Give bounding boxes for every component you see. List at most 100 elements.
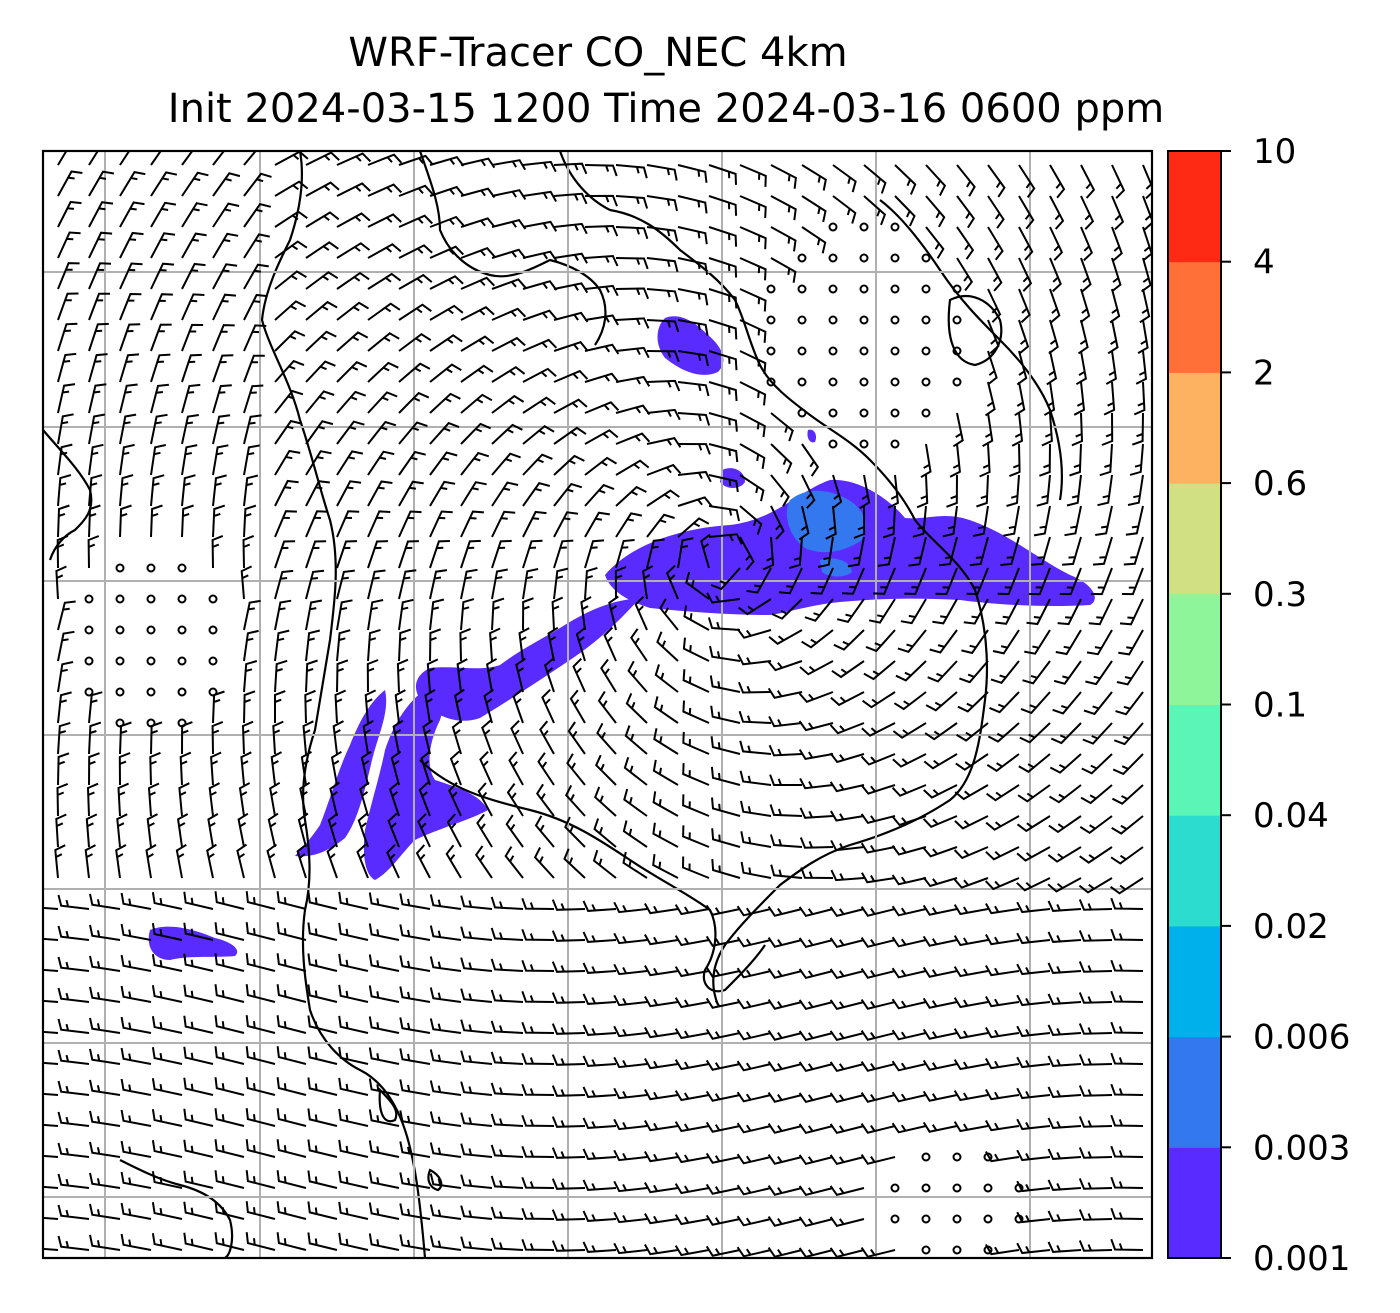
wind-barb <box>357 812 369 848</box>
wind-barb <box>593 818 617 848</box>
wind-barb <box>987 226 1004 261</box>
core-northeast <box>786 490 866 553</box>
wind-barb <box>116 813 128 848</box>
wind-barb <box>336 301 370 321</box>
wind-barb <box>429 480 456 507</box>
wind-barb <box>211 534 224 569</box>
calm-marker <box>921 284 931 294</box>
wind-barb <box>243 504 257 538</box>
calm-marker <box>890 284 900 294</box>
wind-barb <box>305 450 332 476</box>
wind-barb <box>245 922 276 941</box>
colorbar-swatch <box>1168 372 1221 484</box>
wind-barb <box>771 598 803 620</box>
wind-barb <box>272 720 284 755</box>
wind-barb <box>183 1108 214 1127</box>
wind-barb <box>243 233 270 259</box>
wind-barb <box>863 164 887 194</box>
wind-barb <box>206 843 217 879</box>
wind-barb <box>861 872 896 884</box>
wind-barb <box>705 904 741 916</box>
wind-barb <box>613 963 648 976</box>
wind-barb <box>336 569 355 600</box>
wind-barb <box>120 1202 152 1220</box>
wind-barb <box>987 257 1003 292</box>
wind-barb <box>359 781 370 817</box>
wind-barb <box>307 891 338 910</box>
wind-barb <box>43 1185 59 1189</box>
wind-barb <box>89 1234 121 1251</box>
wind-barb <box>1080 226 1093 262</box>
wind-barb <box>737 654 772 666</box>
wind-barb <box>623 788 648 817</box>
wind-barb <box>644 1089 679 1101</box>
wind-barb <box>367 480 393 507</box>
wind-barb <box>860 1092 896 1103</box>
wind-barb <box>738 598 772 616</box>
wind-barb <box>398 421 428 445</box>
wind-barb <box>460 926 493 941</box>
wind-barb <box>985 1120 1020 1132</box>
wind-barb <box>274 240 308 259</box>
wind-barb <box>954 815 989 830</box>
wind-barb <box>923 784 958 799</box>
wind-barb <box>1113 722 1144 746</box>
calm-marker <box>828 377 838 387</box>
wind-barb <box>276 984 307 1003</box>
wind-barb <box>429 421 460 445</box>
wind-barb <box>1092 536 1113 566</box>
wind-barb <box>245 953 276 972</box>
calm-marker <box>859 222 869 232</box>
wind-barb <box>120 1140 152 1158</box>
wind-barb <box>336 599 353 631</box>
colorbar-swatch <box>1168 483 1221 595</box>
wind-barb <box>770 164 797 189</box>
wind-barb <box>836 598 865 624</box>
wind-barb <box>1110 1021 1144 1034</box>
wind-barb <box>767 999 803 1010</box>
wind-barb <box>1110 897 1144 910</box>
wind-barb <box>613 1025 648 1038</box>
wind-barb <box>57 151 68 166</box>
wind-barb <box>634 595 648 631</box>
wind-barb <box>682 700 710 724</box>
wind-barb <box>119 323 141 352</box>
wind-barb <box>522 280 558 291</box>
wind-barb <box>1048 784 1082 804</box>
wind-barb <box>955 753 989 771</box>
calm-marker <box>208 594 218 604</box>
wind-barb <box>398 303 432 321</box>
wind-barb <box>460 305 495 321</box>
wind-barb <box>388 781 400 817</box>
wind-barb <box>925 226 945 259</box>
wind-barb <box>88 721 102 755</box>
wind-barb <box>582 1024 617 1036</box>
wind-barb <box>1022 660 1051 685</box>
wind-barb <box>183 953 214 972</box>
wind-barb <box>505 814 524 848</box>
wind-barb <box>613 994 648 1007</box>
wind-barb <box>367 213 402 228</box>
wind-barb <box>681 856 710 879</box>
wind-barb <box>150 721 163 755</box>
wind-barb <box>460 451 490 476</box>
wind-barb <box>622 820 648 848</box>
wind-barb <box>149 751 161 786</box>
wind-barb <box>338 891 369 910</box>
wind-barb <box>426 658 439 693</box>
wind-barb <box>1111 815 1144 835</box>
wind-barb <box>446 813 462 848</box>
wind-barb <box>326 843 338 879</box>
wind-barb <box>644 903 679 915</box>
wind-barb <box>243 660 258 693</box>
wind-barb <box>1095 505 1113 536</box>
wind-barb <box>985 1151 1020 1163</box>
wind-barb <box>398 273 433 290</box>
wind-barb <box>1047 1055 1082 1067</box>
wind-barb <box>801 629 834 649</box>
wind-barb <box>584 539 605 569</box>
calm-marker <box>828 284 838 294</box>
wind-barb <box>336 271 370 290</box>
wind-barb <box>1110 1145 1144 1158</box>
wind-barb <box>762 536 775 571</box>
